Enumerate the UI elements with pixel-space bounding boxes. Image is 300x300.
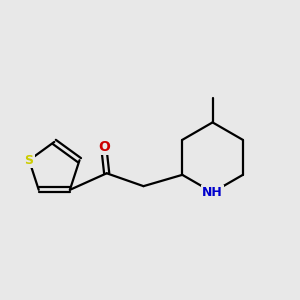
Text: O: O [98,140,110,154]
Text: NH: NH [202,186,223,199]
Text: S: S [25,154,34,167]
